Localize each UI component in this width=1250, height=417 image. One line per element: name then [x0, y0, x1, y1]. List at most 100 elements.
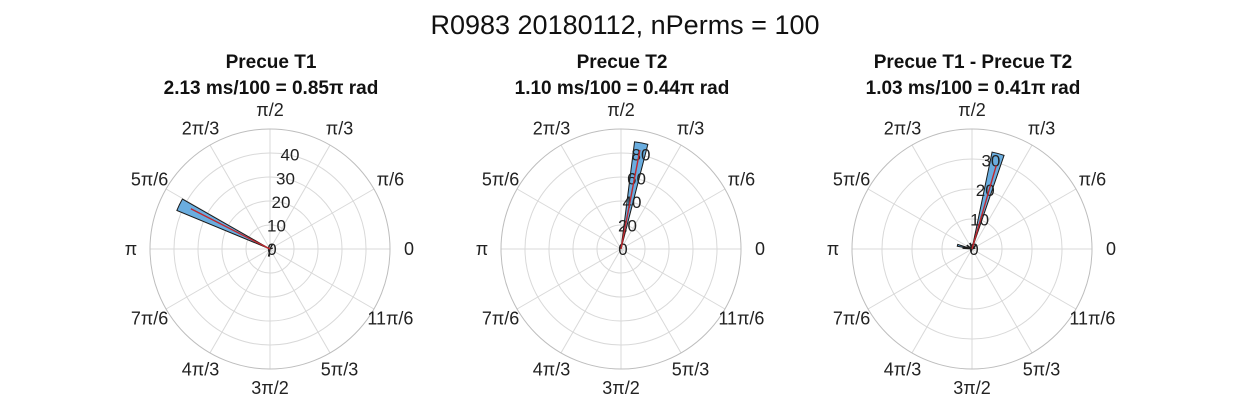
spoke-gridline	[560, 144, 622, 250]
spoke-gridline	[269, 248, 375, 310]
radial-tick-label: 10	[267, 216, 286, 235]
radial-tick-label: 20	[272, 193, 291, 212]
radial-tick-label: 80	[632, 146, 651, 165]
angle-tick-label: 7π/6	[131, 309, 168, 329]
angle-tick-label: 0	[755, 239, 765, 259]
angle-tick-label: 5π/3	[1023, 359, 1060, 379]
radial-tick-label: 30	[981, 152, 1000, 171]
angle-tick-label: 4π/3	[884, 359, 921, 379]
outer-ring	[500, 128, 742, 370]
spoke-gridline	[560, 248, 622, 354]
spoke-gridline	[209, 144, 271, 250]
angle-tick-label: π	[125, 239, 137, 259]
plot3-subtitle: 1.03 ms/100 = 0.41π rad	[865, 78, 1081, 99]
spoke-gridline	[165, 248, 271, 310]
angle-tick-label: π	[476, 239, 488, 259]
histogram-bar	[970, 248, 973, 253]
spoke-gridline	[620, 188, 726, 250]
histogram-bar	[971, 243, 978, 250]
ring-gridline	[881, 158, 1063, 340]
radial-tick-label: 40	[623, 193, 642, 212]
radial-tick-label: 10	[970, 211, 989, 230]
angle-tick-label: π/2	[607, 100, 634, 120]
outer-ring	[851, 128, 1093, 370]
histogram-bar	[269, 247, 273, 250]
plot3-title: Precue T1 - Precue T2	[873, 52, 1073, 73]
histogram-bar	[267, 248, 271, 257]
ring-gridline	[596, 224, 646, 274]
spoke-gridline	[516, 188, 622, 250]
histogram-bar	[962, 246, 973, 250]
angle-tick-label: 11π/6	[1069, 309, 1115, 329]
angle-tick-label: 3π/2	[602, 378, 639, 398]
ring-gridline	[245, 224, 295, 274]
angle-tick-label: 5π/6	[131, 170, 168, 190]
mean-vector	[971, 165, 997, 250]
angle-tick-label: 0	[1106, 239, 1116, 259]
angle-tick-label: 2π/3	[884, 119, 921, 139]
angle-tick-label: 0	[404, 239, 414, 259]
spoke-gridline	[269, 188, 375, 250]
radial-tick-label: 30	[276, 169, 295, 188]
plot2-title: Precue T2	[576, 52, 668, 73]
angle-tick-label: π/3	[677, 119, 704, 139]
angle-tick-label: π/2	[256, 100, 283, 120]
radial-tick-label: 0	[969, 240, 978, 259]
angle-tick-label: π/2	[958, 100, 985, 120]
radial-tick-label: 20	[976, 181, 995, 200]
plot1-heading: Precue T1 2.13 ms/100 = 0.85π rad	[101, 50, 441, 102]
ring-gridline	[572, 200, 670, 298]
spoke-gridline	[516, 248, 622, 310]
radial-tick-label: 60	[627, 169, 646, 188]
angle-tick-label: 4π/3	[182, 359, 219, 379]
histogram-bar	[620, 141, 649, 250]
histogram-bar	[269, 243, 274, 250]
spoke-gridline	[620, 144, 682, 250]
spoke-gridline	[269, 144, 331, 250]
ring-gridline	[941, 218, 1003, 280]
angle-tick-label: 3π/2	[251, 378, 288, 398]
angle-tick-label: 7π/6	[482, 309, 519, 329]
angle-tick-label: 3π/2	[953, 378, 990, 398]
radial-tick-label: 20	[618, 216, 637, 235]
ring-gridline	[524, 152, 718, 346]
plot2-heading: Precue T2 1.10 ms/100 = 0.44π rad	[452, 50, 792, 102]
spoke-gridline	[209, 248, 271, 354]
radial-tick-label: 40	[281, 146, 300, 165]
histogram-bar	[966, 244, 973, 250]
figure-title: R0983 20180112, nPerms = 100	[430, 10, 820, 40]
angle-tick-label: 7π/6	[833, 309, 870, 329]
angle-tick-label: 11π/6	[718, 309, 764, 329]
angle-tick-label: π/6	[728, 170, 755, 190]
angle-tick-label: 5π/3	[672, 359, 709, 379]
ring-gridline	[173, 152, 367, 346]
plot1-title: Precue T1	[225, 52, 317, 73]
angle-tick-label: π	[827, 239, 839, 259]
radial-tick-label: 0	[267, 240, 276, 259]
angle-tick-label: 5π/3	[321, 359, 358, 379]
histogram-bar	[971, 151, 1005, 250]
angle-tick-label: 2π/3	[182, 119, 219, 139]
angle-tick-label: π/6	[1079, 170, 1106, 190]
angle-tick-label: 5π/6	[833, 170, 870, 190]
angle-tick-label: π/3	[326, 119, 353, 139]
angle-tick-label: π/3	[1028, 119, 1055, 139]
ring-gridline	[197, 176, 343, 322]
ring-gridline	[221, 200, 319, 298]
plot2-subtitle: 1.10 ms/100 = 0.44π rad	[514, 78, 730, 99]
angle-tick-label: 5π/6	[482, 170, 519, 190]
spoke-gridline	[269, 248, 331, 354]
plot1-subtitle: 2.13 ms/100 = 0.85π rad	[163, 78, 379, 99]
angle-tick-label: π/6	[377, 170, 404, 190]
spoke-gridline	[620, 248, 682, 354]
ring-gridline	[548, 176, 694, 322]
outer-ring	[149, 128, 391, 370]
angle-tick-label: 4π/3	[533, 359, 570, 379]
radial-tick-label: 0	[618, 240, 627, 259]
mean-vector	[620, 149, 641, 250]
mean-vector	[190, 208, 271, 250]
angle-tick-label: 2π/3	[533, 119, 570, 139]
